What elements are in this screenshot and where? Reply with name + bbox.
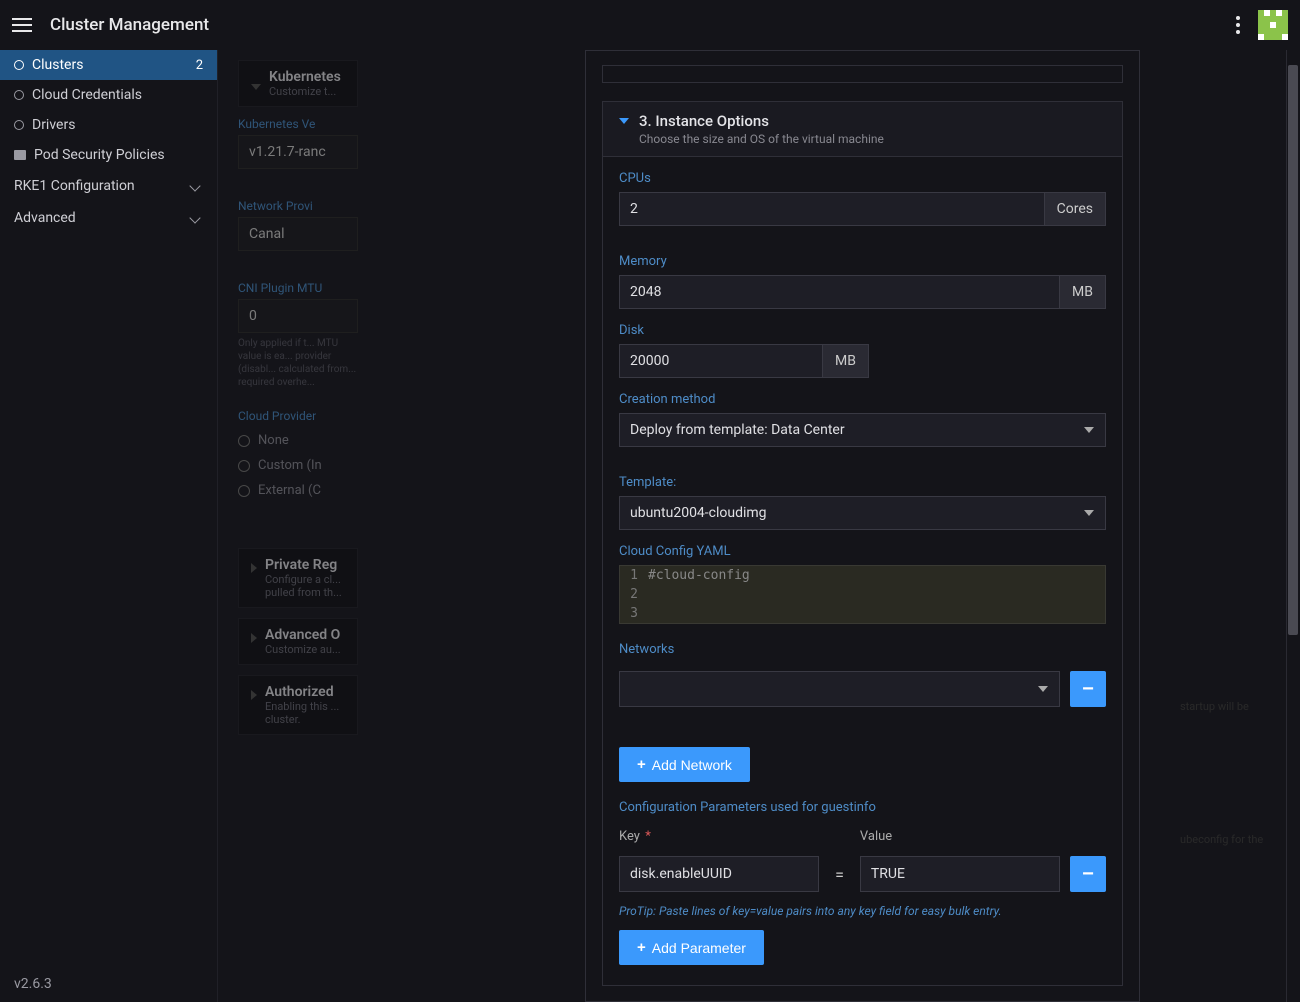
- hamburger-menu-icon[interactable]: [12, 18, 32, 32]
- remove-param-button[interactable]: −: [1070, 856, 1106, 892]
- section-instance-options: 3. Instance Options Choose the size and …: [602, 101, 1123, 986]
- chevron-down-icon: [189, 212, 200, 223]
- cpus-suffix: Cores: [1045, 192, 1106, 226]
- required-indicator: *: [645, 829, 651, 844]
- config-params-label: Configuration Parameters used for guesti…: [619, 800, 1106, 815]
- credentials-icon: [14, 90, 24, 100]
- remove-network-button[interactable]: −: [1070, 671, 1106, 707]
- sidebar-item-pod-security[interactable]: Pod Security Policies: [0, 140, 217, 170]
- sidebar-group-rke1[interactable]: RKE1 Configuration: [0, 170, 217, 202]
- scrollbar[interactable]: [1286, 50, 1300, 1002]
- sidebar-item-label: Pod Security Policies: [34, 147, 165, 163]
- equals-sign: =: [829, 856, 850, 892]
- sidebar-item-clusters[interactable]: Clusters 2: [0, 50, 217, 80]
- drivers-icon: [14, 120, 24, 130]
- section-title: 3. Instance Options: [639, 112, 884, 130]
- plus-icon: +: [637, 756, 646, 773]
- cpus-label: CPUs: [619, 171, 1106, 186]
- kebab-menu-icon[interactable]: [1236, 16, 1240, 34]
- template-select[interactable]: ubuntu2004-cloudimg: [619, 496, 1106, 530]
- yaml-label: Cloud Config YAML: [619, 544, 1106, 559]
- folder-icon: [14, 150, 26, 160]
- page-title: Cluster Management: [50, 15, 209, 35]
- memory-suffix: MB: [1060, 275, 1106, 309]
- collapse-caret-icon: [619, 118, 629, 124]
- sidebar-item-label: Drivers: [32, 117, 75, 133]
- top-header: Cluster Management: [0, 0, 1300, 50]
- param-key-input[interactable]: [619, 856, 819, 892]
- sidebar-item-label: Cloud Credentials: [32, 87, 142, 103]
- sidebar-group-advanced[interactable]: Advanced: [0, 202, 217, 234]
- plus-icon: +: [637, 939, 646, 956]
- sidebar: Clusters 2 Cloud Credentials Drivers Pod…: [0, 50, 218, 1002]
- networks-label: Networks: [619, 642, 1106, 657]
- cpus-input[interactable]: [619, 192, 1045, 226]
- scrollbar-thumb[interactable]: [1288, 65, 1298, 635]
- network-select[interactable]: [619, 671, 1060, 707]
- protip-text: ProTip: Paste lines of key=value pairs i…: [619, 904, 1106, 918]
- section-subtitle: Choose the size and OS of the virtual ma…: [639, 132, 884, 146]
- avatar[interactable]: [1258, 10, 1288, 40]
- sidebar-item-drivers[interactable]: Drivers: [0, 110, 217, 140]
- param-value-input[interactable]: [860, 856, 1060, 892]
- creation-method-label: Creation method: [619, 392, 1106, 407]
- sidebar-badge: 2: [196, 58, 203, 73]
- modal-panel: 3. Instance Options Choose the size and …: [585, 50, 1140, 1002]
- value-column-header: Value: [860, 829, 1060, 844]
- memory-input[interactable]: [619, 275, 1060, 309]
- disk-suffix: MB: [823, 344, 869, 378]
- sidebar-item-cloud-credentials[interactable]: Cloud Credentials: [0, 80, 217, 110]
- disk-label: Disk: [619, 323, 869, 338]
- key-column-header: Key: [619, 829, 640, 844]
- creation-method-select[interactable]: Deploy from template: Data Center: [619, 413, 1106, 447]
- sidebar-item-label: Clusters: [32, 57, 83, 73]
- yaml-editor[interactable]: 1#cloud-config 2 3: [619, 565, 1106, 624]
- chevron-down-icon: [189, 180, 200, 191]
- memory-label: Memory: [619, 254, 1106, 269]
- version-label: v2.6.3: [0, 966, 217, 1002]
- cluster-icon: [14, 60, 24, 70]
- add-parameter-button[interactable]: + Add Parameter: [619, 930, 764, 965]
- disk-input[interactable]: [619, 344, 823, 378]
- add-network-button[interactable]: + Add Network: [619, 747, 750, 782]
- template-label: Template:: [619, 475, 1106, 490]
- section-header[interactable]: 3. Instance Options Choose the size and …: [603, 102, 1122, 157]
